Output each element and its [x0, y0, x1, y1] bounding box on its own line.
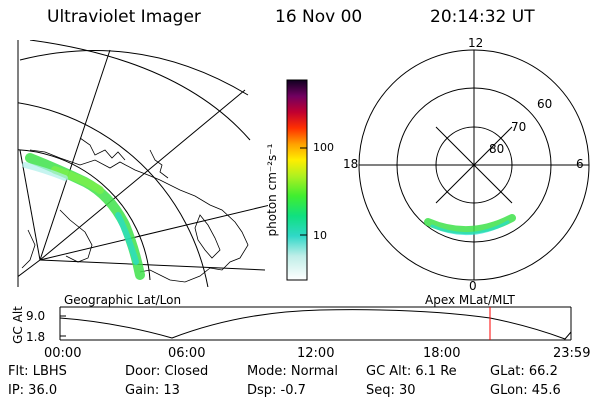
longitude-line [39, 89, 246, 261]
time-label: 20:14:32 UT [430, 7, 535, 27]
gain-info: Gain: 13 [125, 383, 180, 398]
y-tick-9: 9.0 [26, 309, 46, 323]
date-label: 16 Nov 00 [275, 7, 363, 27]
coastline [79, 137, 126, 161]
x-tick-1200: 12:00 [297, 346, 335, 361]
longitude-line [18, 259, 41, 278]
latitude-line [18, 149, 151, 281]
mode-info: Mode: Normal [247, 364, 338, 379]
mlat-label-80: 80 [489, 142, 505, 156]
colorbar-unit-label: photon cm⁻²s⁻¹ [265, 143, 279, 237]
mlt-label-18: 18 [343, 157, 359, 171]
coastline [149, 149, 169, 179]
x-tick-0000: 00:00 [44, 346, 82, 361]
seq-info: Seq: 30 [366, 383, 416, 398]
geo-caption: Geographic Lat/Lon [64, 293, 182, 307]
x-tick-0600: 06:00 [168, 346, 206, 361]
latitude-line [18, 102, 209, 287]
dsp-info: Dsp: -0.7 [247, 383, 306, 398]
longitude-line [19, 149, 41, 261]
ip-info: IP: 36.0 [8, 383, 58, 398]
polar-mlat-mlt-plot [358, 49, 590, 281]
glat-info: GLat: 66.2 [490, 364, 558, 379]
longitude-line [39, 49, 111, 261]
mlt-label-12: 12 [468, 36, 484, 50]
door-info: Door: Closed [125, 364, 209, 379]
coastline [21, 229, 36, 269]
colorbar [286, 79, 308, 281]
longitude-line [39, 259, 266, 271]
coastline [194, 214, 221, 259]
colorbar-tick-10: 10 [313, 229, 327, 242]
aurora-emission-geo [22, 153, 145, 280]
x-tick-2359: 23:59 [553, 346, 591, 361]
altitude-curve [59, 309, 572, 340]
latitude-line [19, 50, 249, 96]
mlt-label-0: 0 [469, 279, 477, 293]
mlat-label-70: 70 [511, 120, 527, 134]
latitude-line [29, 40, 251, 141]
mlt-label-6: 6 [576, 157, 584, 171]
gc-alt-axis-label: GC Alt [11, 306, 25, 344]
coastline [29, 149, 249, 283]
apex-caption: Apex MLat/MLT [425, 293, 515, 307]
glon-info: GLon: 45.6 [490, 383, 561, 398]
gc-alt-info: GC Alt: 6.1 Re [366, 364, 457, 379]
aurora-emission-polar [424, 214, 516, 234]
altitude-panel [59, 306, 572, 341]
y-tick-1-8: 1.8 [26, 330, 46, 344]
geographic-map [18, 40, 268, 287]
colorbar-tick-100: 100 [313, 141, 334, 154]
filter-info: Flt: LBHS [8, 364, 67, 379]
longitude-line [39, 204, 268, 261]
x-tick-1800: 18:00 [423, 346, 461, 361]
mlat-label-60: 60 [537, 97, 553, 111]
instrument-title: Ultraviolet Imager [47, 7, 201, 27]
